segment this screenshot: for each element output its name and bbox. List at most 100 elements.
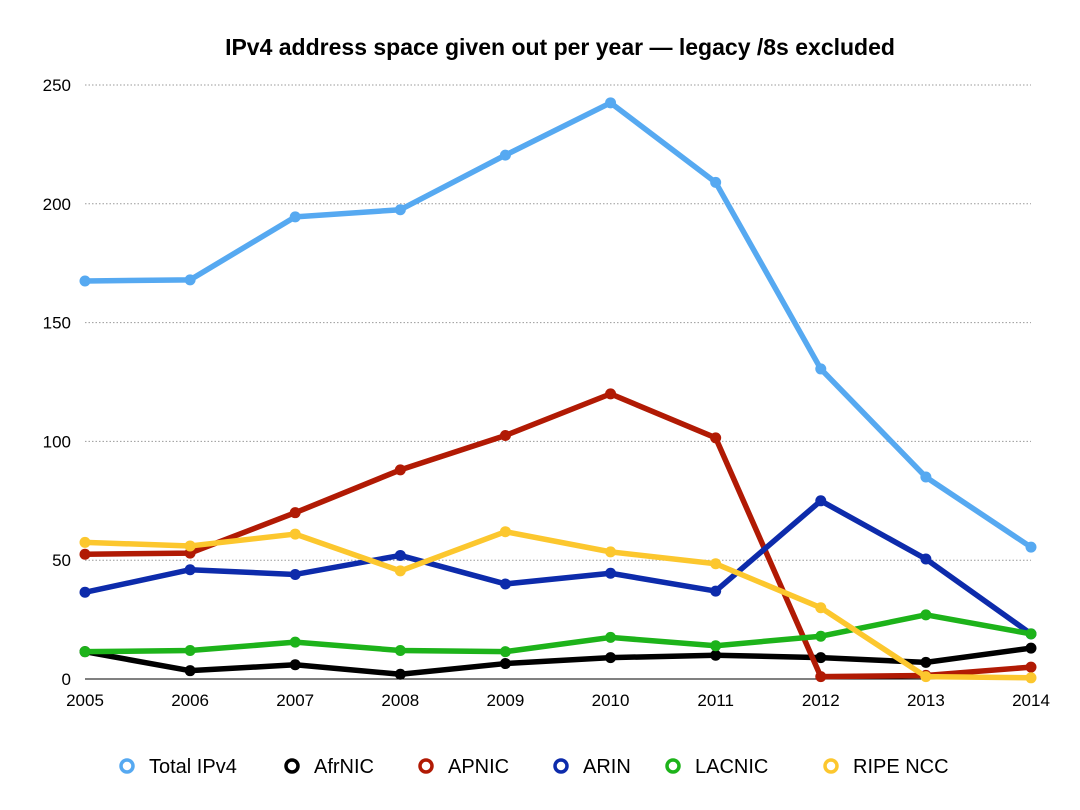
y-tick-label: 0 [62, 670, 71, 689]
legend-item-total-ipv4: Total IPv4 [119, 756, 237, 778]
data-point-apnic [1025, 661, 1037, 673]
x-tick-label: 2008 [381, 691, 419, 710]
data-point-arin [710, 585, 722, 597]
x-tick-label: 2012 [802, 691, 840, 710]
data-point-ripe-ncc [605, 546, 617, 558]
data-point-ripe-ncc [289, 528, 301, 540]
x-tick-label: 2006 [171, 691, 209, 710]
y-tick-label: 50 [52, 551, 71, 570]
legend-marker-icon [823, 758, 839, 774]
series-line-arin [82, 498, 1034, 637]
data-point-lacnic [79, 646, 91, 658]
legend-item-lacnic: LACNIC [665, 756, 768, 778]
data-point-lacnic [815, 630, 827, 642]
data-point-total-ipv4 [79, 275, 91, 287]
data-point-ripe-ncc [815, 602, 827, 614]
data-point-apnic [605, 388, 617, 400]
y-tick-label: 200 [43, 195, 71, 214]
data-point-ripe-ncc [1025, 672, 1037, 684]
data-point-ripe-ncc [79, 536, 91, 548]
data-point-total-ipv4 [394, 204, 406, 216]
legend-label: AfrNIC [314, 756, 374, 778]
data-point-total-ipv4 [289, 211, 301, 223]
series-line-apnic [82, 391, 1034, 680]
x-tick-label: 2014 [1012, 691, 1050, 710]
data-point-afrnic [710, 649, 722, 661]
data-point-ripe-ncc [184, 540, 196, 552]
y-tick-label: 250 [43, 76, 71, 95]
data-point-afrnic [394, 668, 406, 680]
data-point-afrnic [184, 665, 196, 677]
data-point-total-ipv4 [710, 176, 722, 188]
data-point-ripe-ncc [394, 565, 406, 577]
legend-marker-icon [284, 758, 300, 774]
data-point-apnic [289, 507, 301, 519]
series-line-afrnic [82, 645, 1034, 677]
data-point-lacnic [710, 640, 722, 652]
data-point-arin [289, 568, 301, 580]
series-total-ipv4 [79, 97, 1037, 553]
data-point-apnic [815, 671, 827, 683]
data-point-lacnic [499, 646, 511, 658]
x-tick-label: 2013 [907, 691, 945, 710]
data-point-apnic [394, 464, 406, 476]
data-point-arin [815, 495, 827, 507]
data-point-lacnic [605, 631, 617, 643]
data-point-arin [499, 578, 511, 590]
data-point-lacnic [920, 609, 932, 621]
data-point-lacnic [394, 644, 406, 656]
data-point-afrnic [605, 652, 617, 664]
legend-item-apnic: APNIC [418, 756, 509, 778]
legend-label: APNIC [448, 756, 509, 778]
legend-label: ARIN [583, 756, 631, 778]
series-lacnic [79, 609, 1037, 658]
data-point-ripe-ncc [920, 671, 932, 683]
series-line-lacnic [82, 612, 1034, 655]
data-point-afrnic [289, 659, 301, 671]
data-point-apnic [710, 432, 722, 444]
axes: 0 50 100 150 200 250 2005 2006 2007 2008 2009 2010 2… [43, 76, 1050, 710]
legend-marker-icon [418, 758, 434, 774]
data-point-afrnic [499, 658, 511, 670]
data-point-lacnic [289, 636, 301, 648]
legend-marker-icon [119, 758, 135, 774]
data-point-lacnic [184, 644, 196, 656]
x-tick-label: 2007 [276, 691, 314, 710]
chart-title: IPv4 address space given out per year — … [225, 34, 895, 60]
series-line-ripe-ncc [82, 528, 1034, 681]
legend-label: Total IPv4 [149, 756, 237, 778]
legend-marker-icon [553, 758, 569, 774]
data-point-total-ipv4 [499, 149, 511, 161]
data-point-apnic [79, 548, 91, 560]
legend-label: LACNIC [695, 756, 768, 778]
data-point-arin [605, 567, 617, 579]
legend: Total IPv4 AfrNIC APNIC ARIN LACNIC RIPE NCC [119, 756, 949, 778]
legend-marker-icon [665, 758, 681, 774]
data-point-arin [184, 564, 196, 576]
data-point-total-ipv4 [1025, 541, 1037, 553]
series-apnic [79, 388, 1037, 683]
legend-label: RIPE NCC [853, 756, 949, 778]
series-arin [79, 495, 1037, 640]
y-tick-label: 100 [43, 432, 71, 451]
y-tick-label: 150 [43, 314, 71, 333]
data-point-ripe-ncc [499, 526, 511, 538]
series-line-total-ipv4 [82, 100, 1034, 550]
legend-item-ripe-ncc: RIPE NCC [823, 756, 949, 778]
data-point-total-ipv4 [605, 97, 617, 109]
data-point-total-ipv4 [815, 363, 827, 375]
x-tick-label: 2010 [592, 691, 630, 710]
series-ripe-ncc [79, 526, 1037, 684]
series-lines [79, 97, 1037, 684]
data-point-total-ipv4 [920, 471, 932, 483]
legend-item-afrnic: AfrNIC [284, 756, 374, 778]
data-point-afrnic [920, 656, 932, 668]
x-tick-label: 2009 [487, 691, 525, 710]
gridlines [85, 84, 1031, 561]
data-point-arin [394, 549, 406, 561]
data-point-total-ipv4 [184, 274, 196, 286]
x-tick-label: 2011 [697, 691, 734, 710]
data-point-arin [79, 586, 91, 598]
